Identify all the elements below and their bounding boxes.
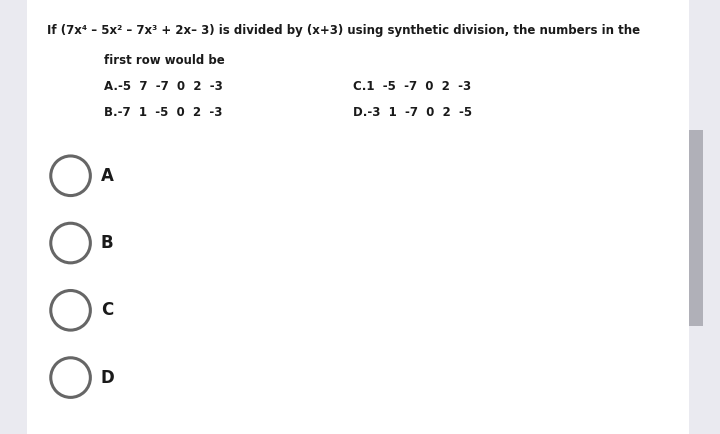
Text: B.-7  1  -5  0  2  -3: B.-7 1 -5 0 2 -3 bbox=[104, 106, 222, 119]
FancyBboxPatch shape bbox=[27, 0, 689, 434]
Text: A.-5  7  -7  0  2  -3: A.-5 7 -7 0 2 -3 bbox=[104, 80, 223, 93]
Text: D: D bbox=[101, 368, 114, 387]
Text: B: B bbox=[101, 234, 114, 252]
Text: C.1  -5  -7  0  2  -3: C.1 -5 -7 0 2 -3 bbox=[353, 80, 471, 93]
Text: D.-3  1  -7  0  2  -5: D.-3 1 -7 0 2 -5 bbox=[353, 106, 472, 119]
Text: If (7x⁴ – 5x² – 7x³ + 2x– 3) is divided by (x+3) using synthetic division, the n: If (7x⁴ – 5x² – 7x³ + 2x– 3) is divided … bbox=[47, 24, 640, 37]
Text: C: C bbox=[101, 301, 113, 319]
Text: first row would be: first row would be bbox=[104, 54, 225, 67]
FancyBboxPatch shape bbox=[689, 130, 703, 326]
Text: A: A bbox=[101, 167, 114, 185]
